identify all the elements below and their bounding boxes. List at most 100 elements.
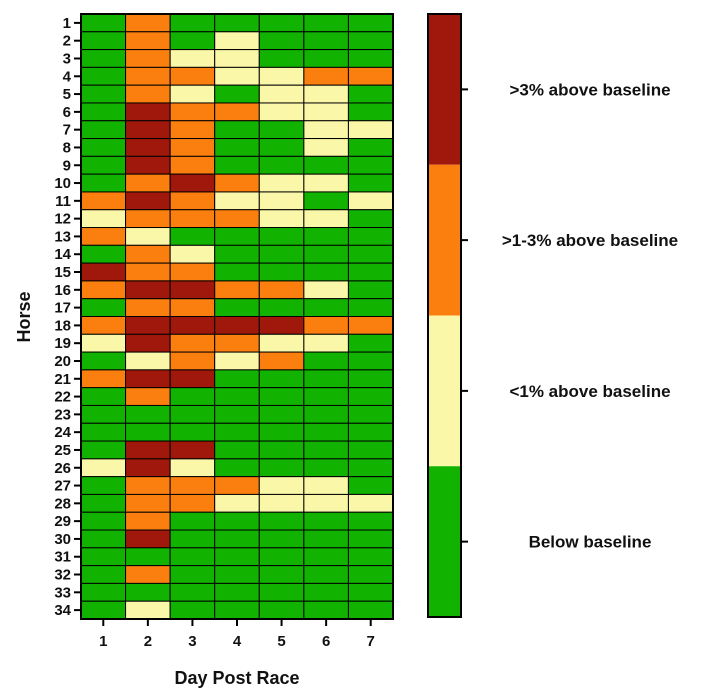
y-tick-label: 21 <box>54 371 71 388</box>
heatmap-cell <box>258 316 305 335</box>
heatmap-cell <box>347 13 394 33</box>
heatmap-cell <box>303 173 349 193</box>
heatmap-cell <box>347 476 394 495</box>
x-tick-label: 7 <box>367 633 375 650</box>
heatmap-cell <box>169 351 216 371</box>
heatmap-cell <box>169 280 216 300</box>
heatmap-cell <box>214 138 260 157</box>
heatmap-cell <box>258 547 305 567</box>
heatmap-cell <box>80 138 127 157</box>
heatmap-cell <box>347 155 394 175</box>
legend-swatch <box>428 14 461 165</box>
heatmap-cell <box>125 476 171 495</box>
heatmap-cell <box>169 333 216 353</box>
heatmap-cell <box>214 333 260 353</box>
heatmap-cell <box>347 600 394 620</box>
heatmap-cell <box>169 66 216 86</box>
heatmap-cell <box>347 31 394 51</box>
heatmap-cell <box>169 404 216 424</box>
y-tick-label: 6 <box>63 104 71 121</box>
heatmap-cell <box>80 173 127 193</box>
heatmap-cell <box>347 102 394 122</box>
y-tick-label: 28 <box>54 495 71 512</box>
heatmap-cell <box>347 351 394 371</box>
heatmap-cell <box>125 351 171 371</box>
heatmap-cell <box>303 227 349 246</box>
heatmap-cell <box>125 280 171 300</box>
heatmap-cell <box>214 280 260 300</box>
heatmap-cell <box>258 84 305 104</box>
y-tick-label: 12 <box>54 211 71 228</box>
heatmap-cell <box>214 404 260 424</box>
heatmap-cell <box>303 529 349 549</box>
heatmap-cell <box>125 102 171 122</box>
legend-label: Below baseline <box>529 533 652 552</box>
x-tick-label: 1 <box>99 633 107 650</box>
heatmap-cell <box>169 458 216 478</box>
heatmap-cell <box>169 13 216 33</box>
heatmap-cell <box>80 351 127 371</box>
heatmap-cell <box>303 511 349 531</box>
heatmap-cell <box>125 440 171 460</box>
heatmap-cell <box>258 529 305 549</box>
heatmap-cell <box>80 316 127 335</box>
heatmap-cell <box>125 66 171 86</box>
heatmap-cell <box>169 173 216 193</box>
y-tick-label: 26 <box>54 460 71 477</box>
heatmap-cell <box>80 440 127 460</box>
heatmap-cell <box>258 31 305 51</box>
heatmap-cell <box>214 120 260 140</box>
y-tick-label: 2 <box>63 33 71 50</box>
heatmap-cell <box>169 191 216 211</box>
heatmap-cell <box>80 49 127 68</box>
heatmap-cell <box>258 120 305 140</box>
heatmap-cell <box>258 280 305 300</box>
y-tick-label: 32 <box>54 567 71 584</box>
heatmap-cell <box>80 582 127 602</box>
heatmap-cell <box>125 333 171 353</box>
heatmap-cell <box>258 49 305 68</box>
heatmap-cell <box>258 404 305 424</box>
heatmap-cell <box>347 529 394 549</box>
heatmap-cell <box>258 209 305 229</box>
heatmap-cell <box>347 547 394 567</box>
heatmap-cell <box>80 31 127 51</box>
heatmap-cell <box>258 351 305 371</box>
heatmap-cell <box>80 227 127 246</box>
heatmap-cell <box>347 262 394 282</box>
heatmap-cell <box>214 316 260 335</box>
heatmap-cell <box>125 120 171 140</box>
y-tick-label: 14 <box>54 246 71 263</box>
y-tick-label: 31 <box>54 549 71 566</box>
legend-swatch <box>428 164 461 316</box>
heatmap-cell <box>214 49 260 68</box>
heatmap-cell <box>214 262 260 282</box>
heatmap-cell <box>347 244 394 264</box>
legend-swatch <box>428 315 461 467</box>
heatmap-cell <box>303 244 349 264</box>
legend-swatch <box>428 466 461 617</box>
heatmap-cell <box>258 369 305 389</box>
x-axis-label: Day Post Race <box>174 668 299 688</box>
heatmap-cell <box>125 600 171 620</box>
heatmap-cell <box>169 102 216 122</box>
heatmap-cell <box>125 262 171 282</box>
heatmap-cell <box>125 227 171 246</box>
heatmap-cell <box>169 476 216 495</box>
heatmap-cell <box>214 422 260 442</box>
y-tick-label: 9 <box>63 157 71 174</box>
heatmap-cell <box>258 422 305 442</box>
heatmap-cell <box>258 440 305 460</box>
x-tick-label: 4 <box>233 633 242 650</box>
x-tick-label: 6 <box>322 633 330 650</box>
heatmap-cell <box>80 155 127 175</box>
heatmap-cell <box>303 369 349 389</box>
heatmap-cell <box>214 209 260 229</box>
heatmap-cell <box>125 547 171 567</box>
y-tick-label: 34 <box>54 602 71 619</box>
heatmap-cell <box>258 66 305 86</box>
y-tick-label: 17 <box>54 300 71 317</box>
heatmap-cell <box>214 458 260 478</box>
heatmap-cell <box>80 120 127 140</box>
heatmap-cell <box>169 565 216 584</box>
